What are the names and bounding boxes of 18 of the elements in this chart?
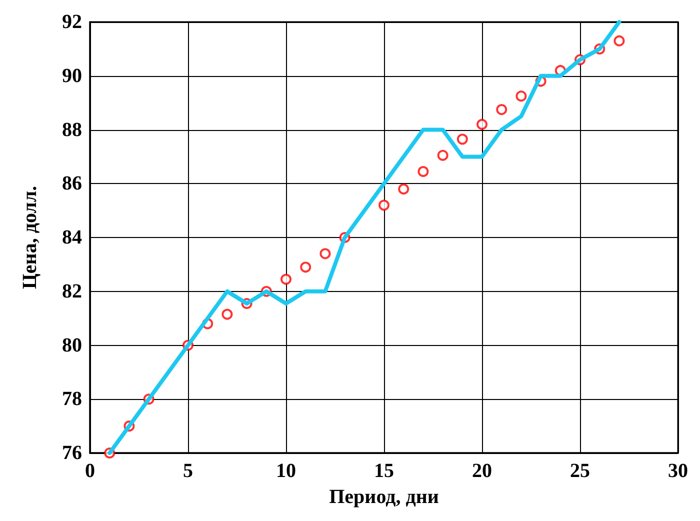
y-tick-label: 86 xyxy=(62,172,82,195)
x-tick-label: 5 xyxy=(183,460,193,482)
y-tick-label: 90 xyxy=(62,64,82,87)
y-tick-label: 92 xyxy=(62,11,82,33)
x-axis-title: Период, дни xyxy=(329,486,439,508)
y-tick-label: 84 xyxy=(62,226,82,248)
y-axis-title: Цена, долл. xyxy=(19,186,41,290)
x-tick-label: 15 xyxy=(374,460,394,482)
x-tick-label: 20 xyxy=(472,460,492,482)
y-tick-label: 80 xyxy=(62,334,82,356)
x-tick-label: 10 xyxy=(276,460,296,482)
x-tick-label: 25 xyxy=(570,460,590,482)
y-tick-label: 82 xyxy=(62,280,82,302)
x-tick-label: 30 xyxy=(668,460,688,482)
y-tick-label: 76 xyxy=(62,442,82,464)
y-tick-label: 78 xyxy=(62,388,82,410)
x-tick-label: 0 xyxy=(85,460,95,482)
y-tick-label: 88 xyxy=(62,118,82,141)
